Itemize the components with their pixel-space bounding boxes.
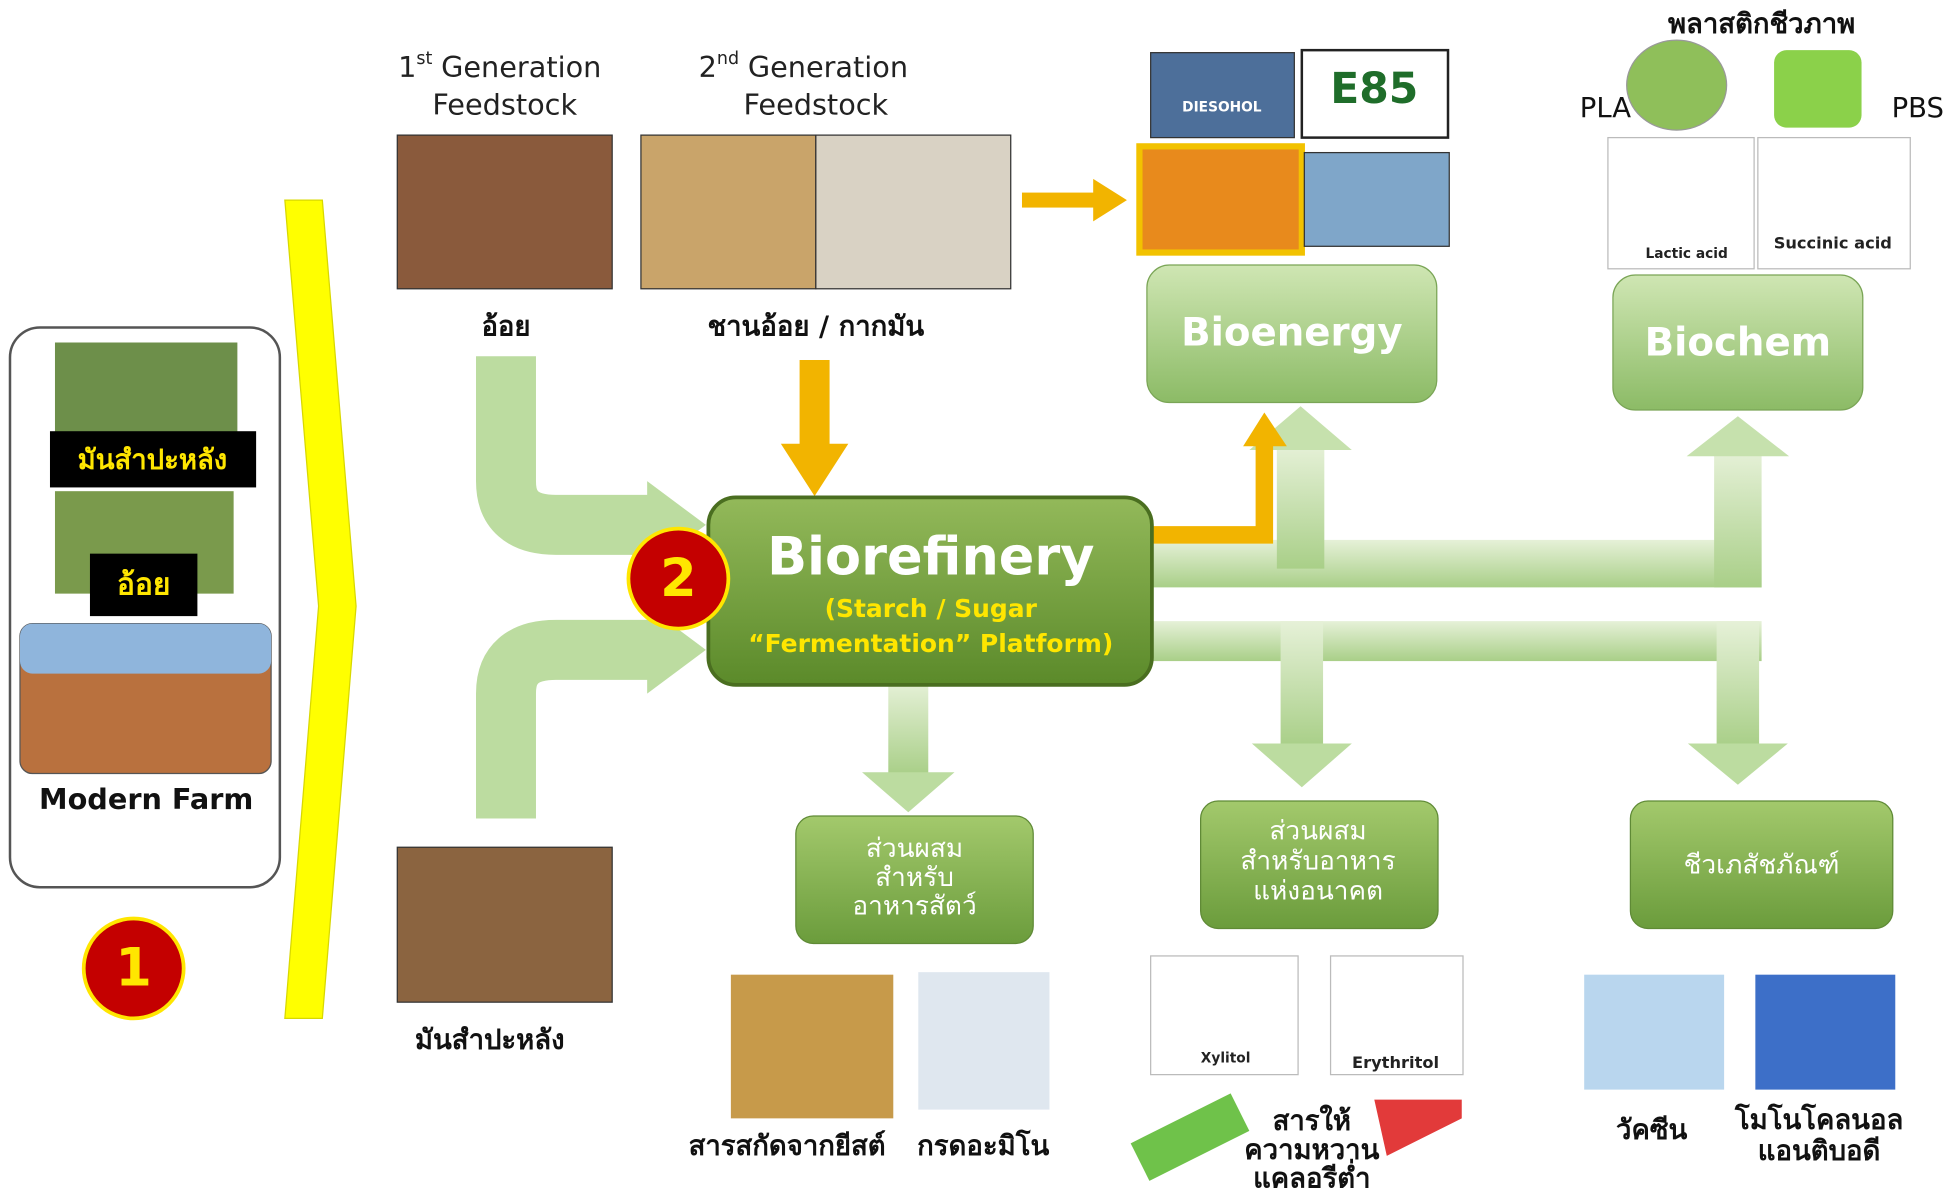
product-line: แห่งอนาคต <box>1253 877 1383 907</box>
biochem-title: Biochem <box>1645 321 1832 366</box>
product-line: ส่วนผสม <box>1269 817 1366 847</box>
cassava-caption: มันสำปะหลัง <box>415 1024 565 1056</box>
feedstock-subtitle: Feedstock <box>743 87 888 121</box>
image-label: DIESOHOL <box>1182 100 1262 116</box>
arrow-head <box>862 772 954 812</box>
product-line: ส่วนผสม <box>866 834 963 864</box>
page: {"farm": {"items": ["มันสำปะหลัง", "อ้อย… <box>0 0 1949 1191</box>
example-label: วัคซีน <box>1616 1114 1687 1146</box>
gen-suffix: nd <box>717 49 739 69</box>
example-label: แอนติบอดี <box>1758 1135 1881 1167</box>
plant-image <box>1304 153 1449 247</box>
pipe <box>888 681 928 775</box>
pipe <box>1277 444 1324 569</box>
gen-title: Generation <box>441 50 601 84</box>
gen-number: 2 <box>699 50 717 84</box>
pbs-image <box>1774 50 1861 127</box>
feedstock-caption: อ้อย <box>481 311 530 343</box>
gen-number: 1 <box>398 50 416 84</box>
example-label: สารให้ <box>1273 1104 1351 1137</box>
orange-arrow <box>1022 193 1097 208</box>
amino-image <box>918 972 1049 1109</box>
product-line: สำหรับ <box>875 863 954 893</box>
chevron <box>285 200 356 1018</box>
pulp-image <box>816 135 1011 289</box>
bioenergy-title: Bioenergy <box>1181 311 1403 356</box>
farm-item: มันสำปะหลัง <box>78 444 228 476</box>
pipe <box>1149 540 1761 587</box>
example-label: สารสกัดจากยีสต์ <box>689 1130 886 1162</box>
orange-arrow <box>800 360 830 447</box>
field-image <box>55 343 237 437</box>
badge-label: 1 <box>115 938 152 999</box>
plastic-label: PLA <box>1580 92 1631 124</box>
feedstock-caption: ชานอ้อย / กากมัน <box>707 311 924 343</box>
example-label: Xylitol <box>1201 1050 1251 1066</box>
farm-item: อ้อย <box>117 568 171 603</box>
acid-label: Succinic acid <box>1774 233 1892 252</box>
antibody-image <box>1755 975 1895 1090</box>
badge-label: 2 <box>660 548 697 609</box>
example-label: Erythritol <box>1352 1053 1439 1072</box>
example-label: โมโนโคลนอล <box>1734 1102 1903 1136</box>
biochem-heading: พลาสติกชีวภาพ <box>1668 8 1855 40</box>
sky <box>20 624 271 674</box>
gum-image <box>1131 1093 1250 1180</box>
input-arrow <box>506 356 650 525</box>
diagram: มันสำปะหลัง อ้อย Modern Farm 1 1stGenera… <box>0 0 1949 1191</box>
arrow-head <box>1252 744 1352 788</box>
gen-suffix: st <box>416 49 432 69</box>
feedstock-subtitle: Feedstock <box>432 87 577 121</box>
pipe <box>1714 450 1761 587</box>
pipe <box>1281 621 1323 746</box>
product-line: ชีวเภสัชภัณฑ์ <box>1684 850 1840 880</box>
image-label: E85 <box>1330 65 1418 114</box>
feedstock-header: 1st Generation <box>398 49 601 84</box>
acid-label: Lactic acid <box>1645 246 1727 262</box>
product-line: อาหารสัตว์ <box>852 892 976 922</box>
arrow-head <box>1687 416 1789 456</box>
power-image <box>1139 146 1301 252</box>
bagasse-image <box>641 135 816 289</box>
example-label: แคลอรีต่ำ <box>1253 1159 1370 1191</box>
cassava-image <box>397 847 612 1002</box>
biorefinery-title: Biorefinery <box>767 527 1094 588</box>
vaccine-image <box>1584 975 1724 1090</box>
input-arrow <box>506 650 650 819</box>
orange-arrow <box>1152 444 1264 535</box>
pipe <box>1717 621 1759 746</box>
biorefinery-subtitle: (Starch / Sugar <box>825 594 1038 623</box>
bus-image <box>1151 53 1295 138</box>
arrow-head <box>1093 179 1127 221</box>
sugarcane-image <box>397 135 612 289</box>
plastic-label: PBS <box>1892 92 1944 124</box>
arrow-head <box>1688 744 1788 785</box>
example-label: กรดอะมิโน <box>917 1128 1049 1162</box>
farm-label: Modern Farm <box>39 782 253 816</box>
stick-image <box>1374 1100 1461 1156</box>
pipe <box>1149 621 1761 661</box>
biorefinery-subtitle: “Fermentation” Platform) <box>748 629 1113 658</box>
gen-title: Generation <box>748 50 908 84</box>
pla-image <box>1627 40 1727 130</box>
product-line: สำหรับอาหาร <box>1240 847 1395 877</box>
feedstock-header: 2nd Generation <box>699 49 908 84</box>
arrow-head <box>781 444 848 496</box>
yeast-image <box>731 975 893 1119</box>
example-label: ความหวาน <box>1244 1134 1379 1166</box>
